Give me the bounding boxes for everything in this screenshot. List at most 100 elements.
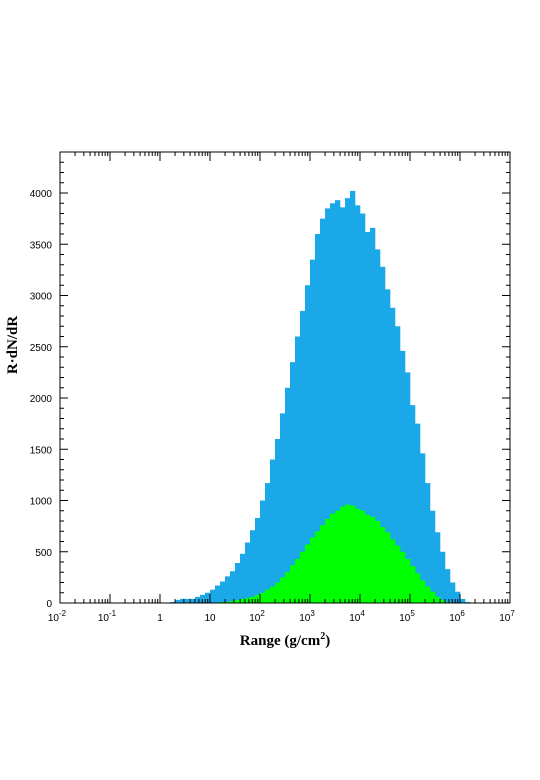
x-tick-label: 103 [299,609,315,624]
blue-bin-bar [405,372,411,604]
y-tick-label: 500 [35,548,52,559]
green-bin-bar [245,597,251,604]
blue-bin-bar [290,362,296,604]
blue-bin-bar [440,551,446,603]
blue-bin-bar [325,208,331,604]
blue-bin-bar [415,423,421,604]
blue-bin-bar [360,213,366,603]
blue-bin-bar [345,198,351,604]
blue-bin-bar [255,517,261,603]
blue-bin-bar [210,589,216,603]
y-axis: 0 500 1000 1500 2000 2500 3000 3500 4000 [30,161,510,610]
green-bin-bar [380,527,386,603]
green-bin-bar [235,599,241,603]
blue-bin-bar [365,231,371,603]
x-tick-label: 104 [349,609,365,624]
green-bin-bar [255,594,261,603]
blue-bin-bar [410,405,416,603]
green-bin-bar [295,558,301,603]
green-bin-bar [405,558,411,603]
blue-bin-bar [460,598,466,603]
green-bin-bar [345,504,351,603]
green-bin-bar [320,525,326,603]
x-tick-label: 106 [449,609,465,624]
x-tick-label: 10-2 [48,609,67,624]
y-tick-label: 2000 [30,394,53,405]
blue-bin-bar [450,582,456,603]
green-bin-bar [435,596,441,603]
blue-bin-bar [230,571,236,603]
green-bin-bar [425,586,431,603]
blue-bin-bar [355,205,361,604]
green-bin-bar [310,537,316,603]
blue-bin-bar [260,500,266,603]
blue-bin-bar [435,532,441,603]
blue-bin-bar [225,576,231,603]
x-tick-label: 10-1 [98,609,117,624]
blue-bin-bar [420,453,426,603]
blue-bin-bar [390,307,396,603]
green-bin-bar [285,572,291,603]
green-bin-bar [395,545,401,603]
green-bin-bar [420,580,426,603]
green-bin-bar [265,589,271,603]
blue-bin-bar [430,510,436,603]
green-bin-bar [445,601,451,603]
blue-bin-bar [305,285,311,603]
green-bin-bar [270,586,276,603]
blue-bin-bar [245,542,251,603]
blue-bin-bar [400,350,406,603]
blue-bin-bar [275,439,281,603]
green-bin-bar [415,573,421,603]
blue-bin-bar [385,289,391,603]
green-bin-bar [300,551,306,603]
green-bin-bar [410,566,416,603]
green-bin-bar [315,531,321,603]
green-bin-bar [220,601,226,603]
blue-bin-bar [335,200,341,603]
y-tick-label: 2500 [30,343,53,354]
green-bin-bar [290,565,296,603]
blue-bin-bar [455,591,461,603]
blue-bin-bar [180,598,186,603]
blue-bin-bar [195,596,201,603]
x-tick-label: 107 [499,609,515,624]
blue-bin-bar [330,203,336,603]
green-bin-bar [355,508,361,603]
green-bin-bar [240,598,246,603]
green-bin-bar [430,591,436,603]
blue-bin-bar [265,483,271,603]
blue-bin-bar [445,569,451,603]
blue-bin-bar [395,326,401,603]
x-axis: 10-2 10-1 1 10 102 103 104 105 106 107 [48,152,515,624]
blue-bin-bar [465,601,471,603]
y-tick-label: 0 [46,599,52,610]
blue-bin-bar [380,266,386,603]
blue-bin-bar [340,207,346,603]
green-bin-bar [360,510,366,603]
green-bin-bar [325,518,331,603]
green-bin-bar [350,505,356,604]
green-bin-bar [230,600,236,603]
x-tick-label: 102 [249,609,265,624]
green-bin-bar [305,544,311,603]
x-tick-label: 1 [157,613,163,624]
green-bin-bar [275,582,281,603]
green-bin-bar [390,539,396,603]
blue-bin-bar [170,601,176,603]
green-bin-bar [280,577,286,604]
green-bin-bar [440,599,446,603]
blue-bin-bar [280,413,286,604]
blue-bin-bar [205,592,211,603]
green-bin-bar [385,532,391,603]
green-bin-bar [340,506,346,603]
blue-bin-bar [175,599,181,603]
x-tick-label: 105 [399,609,415,624]
blue-bin-bar [200,594,206,603]
green-bin-bar [400,551,406,603]
y-tick-label: 1000 [30,497,53,508]
y-tick-label: 3000 [30,292,53,303]
green-bin-bar [225,601,231,603]
blue-bin-bar [370,227,376,603]
